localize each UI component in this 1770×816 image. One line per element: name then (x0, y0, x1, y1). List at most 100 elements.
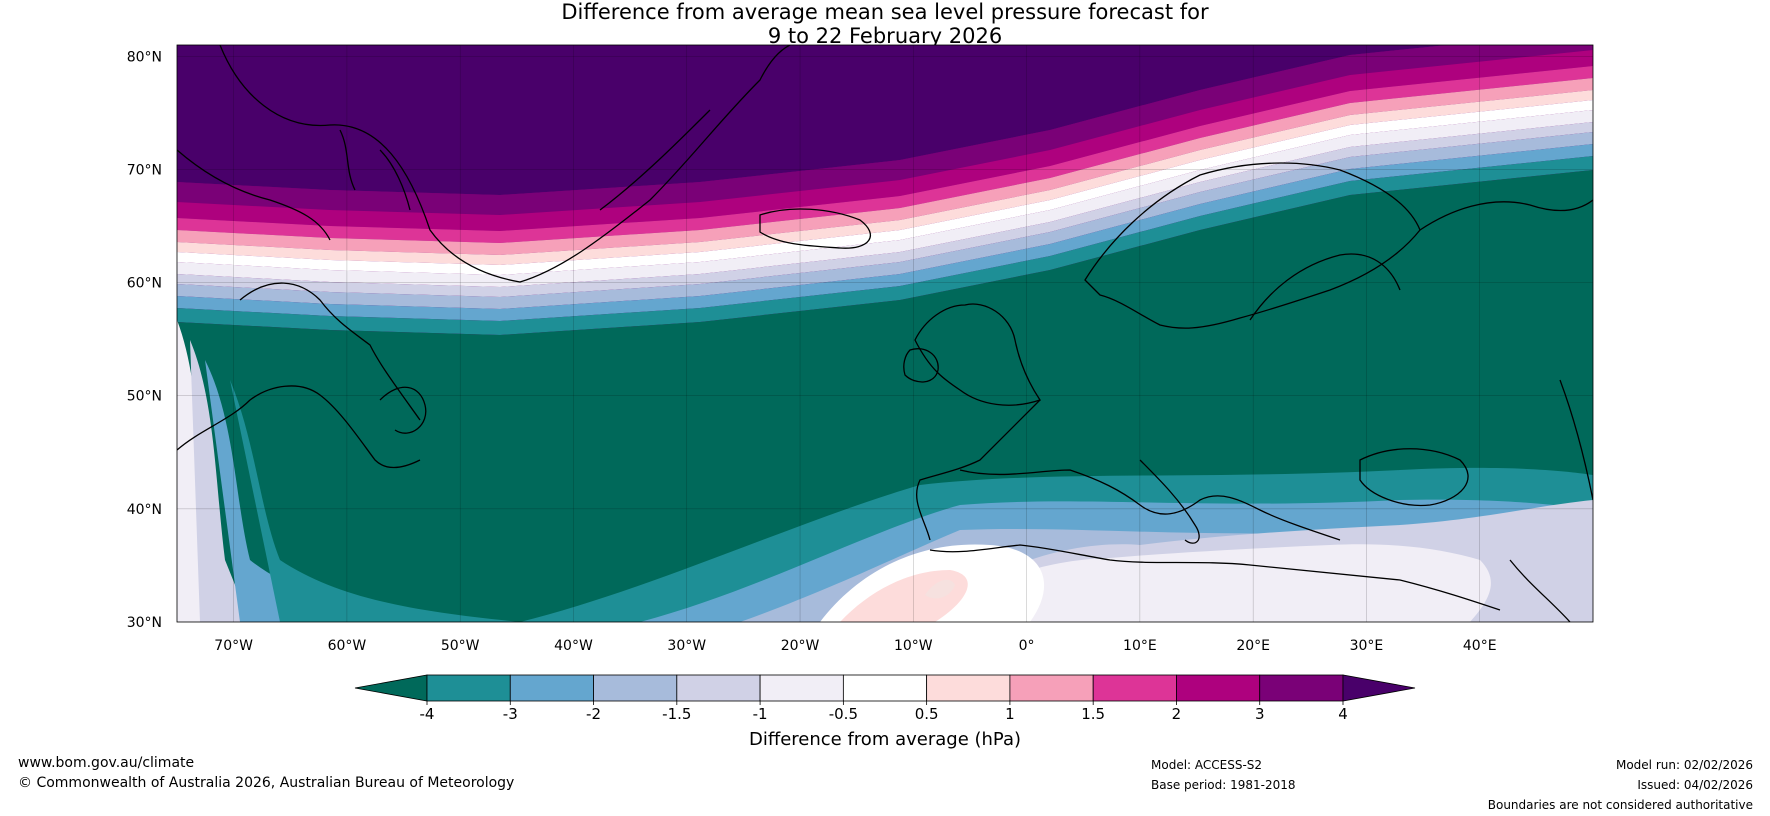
colorbar-segment (1092, 674, 1177, 702)
lon-label: 30°W (667, 638, 706, 654)
baffin-coast (177, 149, 331, 241)
lon-label: 70°W (214, 638, 253, 654)
red-sea-coast (1509, 559, 1571, 622)
colorbar-segments (354, 674, 1416, 702)
newfoundland-coast (379, 386, 427, 434)
mediterranean-north-coast (959, 469, 1341, 541)
band--3-to--2 (177, 144, 1593, 321)
latitude-labels: 80°N 70°N 60°N 50°N 40°N 30°N (127, 49, 162, 631)
lon-label: 20°E (1236, 638, 1270, 654)
band-3-to-4 (177, 45, 1593, 215)
band-0.5-to-1 (177, 90, 1593, 265)
atlas-positive-core (925, 579, 955, 599)
longitude-labels: 70°W 60°W 50°W 40°W 30°W 20°W 10°W 0° 10°E 20°E 30… (214, 638, 1496, 654)
colorbar-tick-label: 3 (1255, 705, 1265, 723)
footer-base-period: Base period: 1981-2018 (1151, 778, 1296, 792)
colorbar-tick-label: -2 (586, 705, 601, 723)
colorbar-extend-low (354, 674, 428, 702)
footer-issued: Issued: 04/02/2026 (1637, 778, 1753, 792)
band-neutral (177, 100, 1593, 275)
colorbar-tick-label: 1.5 (1081, 705, 1105, 723)
lon-label: 0° (1019, 638, 1035, 654)
colorbar-tick-label: -3 (503, 705, 518, 723)
band--1.5-to--1 (177, 122, 1593, 297)
colorbar-segment (426, 674, 511, 702)
colorbar-tick-label: -4 (420, 705, 435, 723)
atlas-positive-inner (840, 570, 968, 622)
labrador-coast (239, 282, 421, 421)
lat-label: 70°N (127, 162, 162, 178)
colorbar-tick-label: -0.5 (829, 705, 858, 723)
north-africa-coast (929, 544, 1501, 611)
colorbar-ticks: -4 -3 -2 -1.5 -1 -0.5 0.5 1 1.5 2 3 4 (420, 701, 1348, 723)
coastlines (177, 45, 1593, 622)
colorbar-tick-label: -1 (753, 705, 768, 723)
colorbar-tick-label: 4 (1338, 705, 1348, 723)
lat-label: 80°N (127, 49, 162, 65)
colorbar-tick-label: 2 (1172, 705, 1182, 723)
colorbar-segment (593, 674, 678, 702)
colorbar-segment (926, 674, 1011, 702)
band-2-to-3 (177, 50, 1593, 231)
lon-label: 10°E (1123, 638, 1157, 654)
lon-label: 10°W (894, 638, 933, 654)
lon-label: 60°W (328, 638, 367, 654)
lon-label: 50°W (441, 638, 480, 654)
lat-label: 30°N (127, 615, 162, 631)
colorbar-segment (1009, 674, 1094, 702)
colorbar-extend-high (1342, 674, 1416, 702)
greenland-west-detail (339, 109, 711, 211)
scandinavia-coast (1084, 162, 1421, 329)
black-sea-coast (1359, 448, 1469, 507)
south-lighter-patch (930, 544, 1491, 622)
iceland-coast (759, 208, 872, 249)
title-line-2: 9 to 22 February 2026 (767, 24, 1003, 48)
british-isles-coast (914, 303, 1042, 406)
colorbar-segment (509, 674, 594, 702)
map-frame (176, 44, 1594, 623)
map-plot-area (177, 45, 1593, 622)
footer-copyright: © Commonwealth of Australia 2026, Austra… (18, 775, 515, 791)
colorbar-segment (759, 674, 844, 702)
italy-coast (1139, 459, 1200, 544)
west-edge-band-1 (190, 340, 250, 622)
map-title: Difference from average mean sea level p… (0, 0, 1770, 48)
band-1-to-1.5 (177, 78, 1593, 255)
europe-atlantic-coast (916, 399, 1041, 541)
baltic-coast (1249, 253, 1401, 321)
caspian-coast (1559, 379, 1593, 501)
white-sea-coast (1419, 199, 1593, 231)
colorbar-tick-label: 0.5 (915, 705, 939, 723)
footer-model: Model: ACCESS-S2 (1151, 758, 1263, 772)
footer-url: www.bom.gov.au/climate (18, 755, 195, 771)
colorbar-segment (1176, 674, 1261, 702)
colorbar-tick-label: 1 (1005, 705, 1015, 723)
colorbar-tick-label: -1.5 (662, 705, 691, 723)
greenland-coast (219, 45, 791, 283)
band-ge-4 (177, 45, 1448, 195)
lon-label: 40°W (554, 638, 593, 654)
colorbar-segment (842, 674, 928, 702)
title-line-1: Difference from average mean sea level p… (561, 0, 1209, 24)
band--4-to--3 (177, 156, 1593, 335)
colorbar-segment (1259, 674, 1344, 702)
footer-disclaimer: Boundaries are not considered authoritat… (1487, 798, 1753, 812)
lat-label: 60°N (127, 276, 162, 292)
anomaly-patches (820, 500, 1593, 622)
north-america-coast (177, 385, 421, 469)
lon-label: 30°E (1350, 638, 1384, 654)
lon-label: 20°W (781, 638, 820, 654)
lat-label: 40°N (127, 502, 162, 518)
ireland-coast (903, 348, 939, 383)
lat-label: 50°N (127, 389, 162, 405)
graticule (177, 45, 1593, 622)
footer-model-run: Model run: 02/02/2026 (1615, 758, 1753, 772)
lon-label: 40°E (1463, 638, 1497, 654)
band-1.5-to-2 (177, 66, 1593, 243)
colorbar-segment (676, 674, 761, 702)
band--1-to--0.5 (177, 110, 1593, 287)
west-edge-band-0 (177, 320, 230, 622)
band--2-to--1.5 (177, 132, 1593, 309)
